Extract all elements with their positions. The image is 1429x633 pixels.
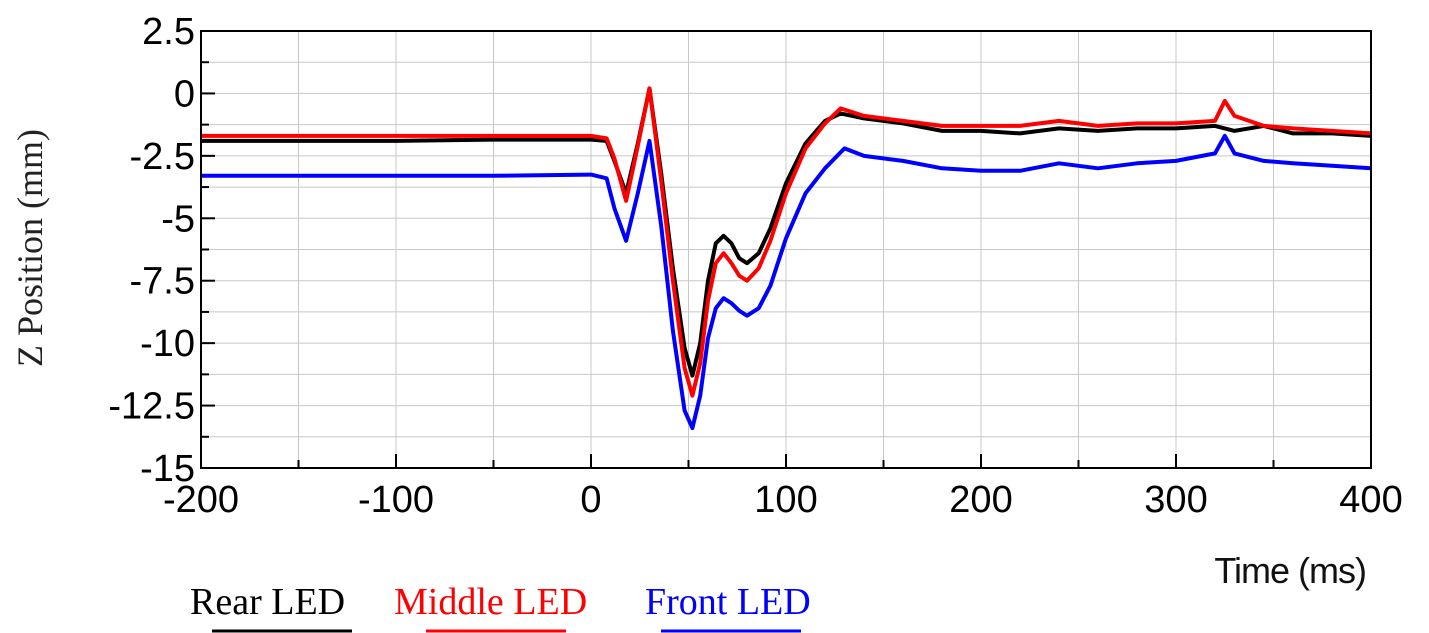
y-tick-label: -10 — [140, 323, 195, 365]
y-tick-label: -7.5 — [130, 261, 195, 303]
y-tick-label: 2.5 — [142, 11, 195, 53]
legend-label-front-led: Front LED — [645, 581, 811, 623]
x-tick-label: -200 — [163, 479, 239, 521]
x-tick-labels: -200 -100 0 100 200 300 400 — [163, 479, 1403, 521]
axis-ticks — [200, 30, 1372, 469]
y-tick-label: 0 — [174, 73, 195, 115]
x-tick-label: 0 — [580, 479, 601, 521]
x-tick-label: 400 — [1339, 479, 1402, 521]
y-tick-label: -2.5 — [130, 136, 195, 178]
y-tick-labels: 2.5 0 -2.5 -5 -7.5 -10 -12.5 -15 — [108, 11, 195, 490]
grid — [201, 31, 1371, 468]
x-tick-label: 300 — [1144, 479, 1207, 521]
y-tick-label: -12.5 — [108, 386, 195, 428]
series-line-front-led — [201, 133, 1371, 430]
x-tick-label: 100 — [754, 479, 817, 521]
series-line-middle-led — [201, 86, 1371, 398]
x-tick-label: -100 — [358, 479, 434, 521]
legend-label-middle-led: Middle LED — [394, 581, 587, 623]
legend-label-rear-led: Rear LED — [190, 581, 345, 623]
x-axis-title: Time (ms) — [1214, 550, 1366, 591]
y-axis-title: Z Position (mm) — [10, 129, 50, 367]
x-tick-label: 200 — [949, 479, 1012, 521]
series-layer — [201, 86, 1371, 430]
y-tick-label: -5 — [161, 198, 195, 240]
legend: Rear LED Middle LED Front LED — [190, 581, 811, 633]
y-tick-label: -15 — [140, 448, 195, 490]
